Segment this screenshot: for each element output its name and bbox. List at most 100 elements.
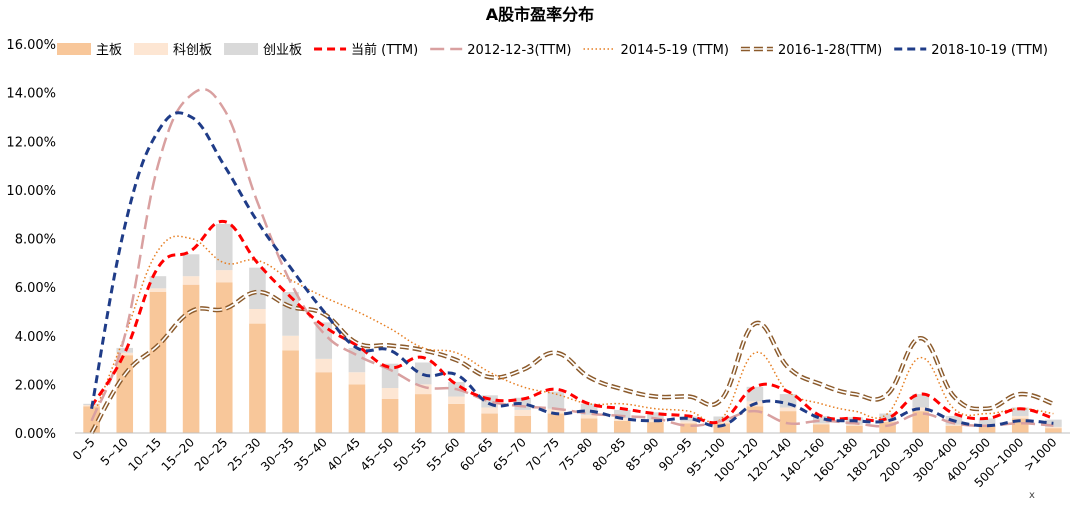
bar-segment <box>514 415 532 433</box>
bar-segment <box>116 355 134 433</box>
y-tick-label: 4.00% <box>15 330 56 345</box>
legend-swatch <box>57 43 91 55</box>
x-tick-label: 35~40 <box>291 435 330 474</box>
chart-title: A股市盈率分布 <box>486 5 594 24</box>
bar-segment <box>249 323 266 433</box>
bar-segment <box>514 409 532 416</box>
bar-segment <box>912 394 930 408</box>
bar-segment <box>713 423 731 433</box>
series-line-inner <box>90 291 1054 434</box>
series-line <box>90 111 1054 428</box>
bar-segment <box>1011 415 1029 419</box>
bar-segment <box>746 406 764 433</box>
legend-label: 主板 <box>96 43 122 58</box>
x-tick-label: >1000 <box>1021 435 1060 474</box>
bar-segment <box>945 425 963 433</box>
legend-label: 2018-10-19 (TTM) <box>931 43 1048 58</box>
y-tick-label: 8.00% <box>15 233 56 248</box>
bar-segment <box>846 424 863 426</box>
x-tick-label: 75~80 <box>557 435 596 474</box>
y-tick-label: 14.00% <box>6 87 56 102</box>
x-tick-label: 25~30 <box>225 435 264 474</box>
bar-segment <box>1045 419 1062 427</box>
bar-segment <box>149 276 167 289</box>
series-line <box>90 87 1054 428</box>
bar-segment <box>448 403 465 433</box>
bar-segment <box>713 421 731 424</box>
legend-swatch <box>134 43 169 55</box>
y-tick-label: 6.00% <box>15 281 56 296</box>
legend-swatch <box>224 43 259 55</box>
bar-segment <box>978 426 996 433</box>
legend: 主板 科创板 创业板 当前 (TTM) 2012-12-3(TTM) 2014-5-19 … <box>57 42 1048 58</box>
bar-layer <box>83 223 1062 433</box>
bar-segment <box>381 398 399 433</box>
bar-segment <box>879 420 896 423</box>
bar-segment <box>580 418 598 433</box>
chart-note: x <box>1029 490 1035 501</box>
bar-segment <box>348 372 366 385</box>
x-tick-label: 50~55 <box>391 435 430 474</box>
bar-segment <box>182 254 200 277</box>
bar-segment <box>481 407 498 414</box>
bar-segment <box>879 413 896 421</box>
x-tick-label: 10~15 <box>125 435 164 474</box>
bar-segment <box>282 335 299 351</box>
legend-item: 当前 (TTM) <box>314 42 418 58</box>
legend-label: 当前 (TTM) <box>351 42 418 58</box>
bar-segment <box>580 403 598 415</box>
legend-item: 创业板 <box>224 43 302 58</box>
x-tick-label: 55~60 <box>424 435 463 474</box>
bar-segment <box>647 422 664 433</box>
bar-segment <box>1011 407 1029 416</box>
bar-segment <box>282 350 299 433</box>
bar-segment <box>812 415 830 424</box>
bar-segment <box>149 288 167 292</box>
bar-segment <box>912 411 930 433</box>
bar-segment <box>547 391 565 409</box>
y-axis: 0.00% 2.00% 4.00% 6.00% 8.00% 10.00% 12.00% 14.… <box>6 38 56 442</box>
legend-item: 2018-10-19 (TTM) <box>894 43 1048 58</box>
bar-segment <box>381 388 399 399</box>
bar-segment <box>812 424 830 433</box>
x-tick-label: 60~65 <box>457 435 496 474</box>
y-tick-label: 10.00% <box>6 184 56 199</box>
bar-segment <box>249 267 266 310</box>
bar-segment <box>249 309 266 324</box>
line-layer <box>89 87 1055 435</box>
bar-segment <box>414 384 432 395</box>
series-line <box>90 219 1054 425</box>
bar-segment <box>1045 426 1062 429</box>
bar-segment <box>414 394 432 433</box>
bar-segment <box>1045 428 1062 433</box>
bar-segment <box>779 407 797 412</box>
bar-segment <box>149 291 167 433</box>
x-tick-label: 85~90 <box>623 435 662 474</box>
bar-segment <box>613 409 631 418</box>
legend-item: 主板 <box>57 43 122 58</box>
x-tick-label: 80~85 <box>590 435 629 474</box>
x-tick-label: 15~20 <box>159 435 198 474</box>
y-tick-label: 0.00% <box>15 427 56 442</box>
legend-item: 2012-12-3(TTM) <box>430 43 572 58</box>
legend-item: 2014-5-19 (TTM) <box>583 43 729 58</box>
bar-segment <box>448 396 465 404</box>
bar-segment <box>215 223 233 271</box>
bar-segment <box>215 282 233 433</box>
bar-segment <box>381 363 399 389</box>
y-tick-label: 12.00% <box>6 135 56 150</box>
bar-segment <box>182 276 200 285</box>
x-axis: 0~5 5~1010~1515~2020~2525~3030~3535~4040~… <box>70 432 1070 490</box>
x-tick-label: 65~70 <box>490 435 529 474</box>
x-tick-label: 30~35 <box>258 435 297 474</box>
x-tick-label: 0~5 <box>70 435 98 463</box>
bar-segment <box>846 425 863 433</box>
bar-segment <box>912 407 930 412</box>
bar-segment <box>182 284 200 433</box>
bar-segment <box>315 372 333 433</box>
bar-segment <box>580 414 598 419</box>
series-line <box>90 235 1054 424</box>
bar-segment <box>315 358 333 373</box>
